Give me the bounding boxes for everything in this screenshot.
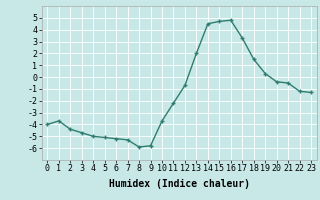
X-axis label: Humidex (Indice chaleur): Humidex (Indice chaleur) xyxy=(109,179,250,189)
